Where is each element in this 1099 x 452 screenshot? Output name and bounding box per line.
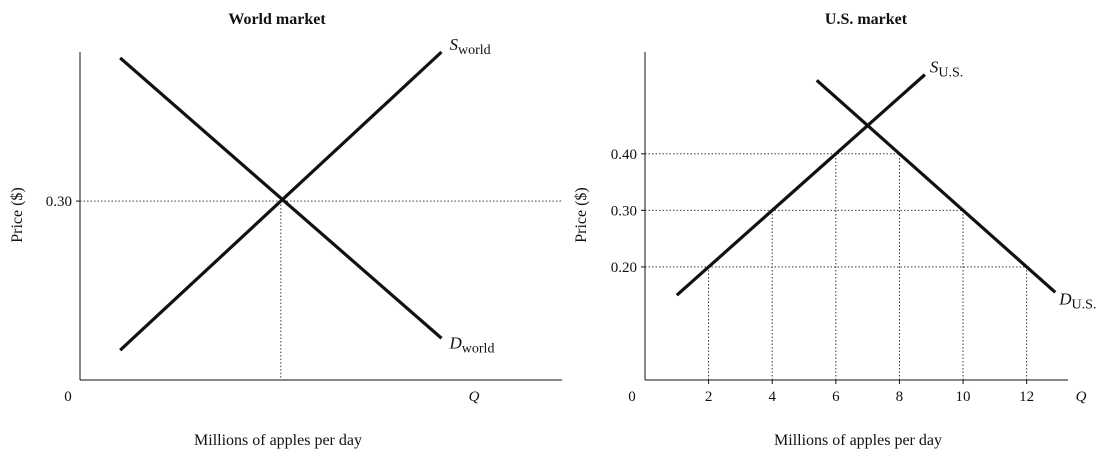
- us-origin-label: 0: [628, 389, 636, 405]
- world-supply-curve: [119, 50, 443, 352]
- world-y-tick-0-30: 0.30: [46, 194, 72, 210]
- us-x-tick-4: 4: [768, 389, 776, 405]
- world-q-label: Q: [469, 389, 480, 405]
- us-q-label: Q: [1076, 389, 1087, 405]
- world-ylabel: Price ($): [9, 187, 26, 243]
- us-guides: [645, 153, 1028, 380]
- world-origin-label: 0: [64, 389, 72, 405]
- us-y-tick-0-20: 0.20: [611, 260, 637, 276]
- us-y-ticks: 0.20 0.30 0.40: [611, 147, 645, 276]
- us-market-panel: U.S. market Price ($) Millions of apples…: [573, 11, 1096, 449]
- us-y-tick-0-30: 0.30: [611, 203, 637, 219]
- us-supply-curve: [675, 73, 926, 297]
- us-x-tick-6: 6: [832, 389, 840, 405]
- us-x-tick-8: 8: [896, 389, 904, 405]
- us-curves: [675, 73, 1057, 297]
- world-demand-curve: [119, 56, 443, 340]
- us-xlabel: Millions of apples per day: [774, 432, 942, 449]
- world-market-panel: World market Price ($) Millions of apple…: [9, 11, 562, 449]
- us-ylabel: Price ($): [573, 187, 590, 243]
- us-x-tick-10: 10: [956, 389, 971, 405]
- world-supply-label: Sworld: [450, 35, 491, 58]
- world-xlabel: Millions of apples per day: [194, 432, 362, 449]
- us-supply-label: SU.S.: [930, 58, 963, 81]
- us-curve-labels: SU.S. DU.S.: [930, 58, 1097, 313]
- us-demand-label: DU.S.: [1058, 289, 1096, 312]
- us-x-tick-2: 2: [705, 389, 713, 405]
- us-y-tick-0-40: 0.40: [611, 147, 637, 163]
- world-curve-labels: Sworld Dworld: [449, 35, 495, 356]
- us-demand-curve: [815, 79, 1057, 294]
- world-market-title: World market: [228, 11, 326, 28]
- world-y-ticks: 0.30: [46, 194, 80, 210]
- world-curves: [119, 50, 443, 352]
- world-demand-label: Dworld: [449, 333, 495, 356]
- us-x-ticks: 2 4 6 8 10 12: [705, 380, 1034, 405]
- us-market-title: U.S. market: [825, 11, 908, 28]
- us-x-tick-12: 12: [1019, 389, 1034, 405]
